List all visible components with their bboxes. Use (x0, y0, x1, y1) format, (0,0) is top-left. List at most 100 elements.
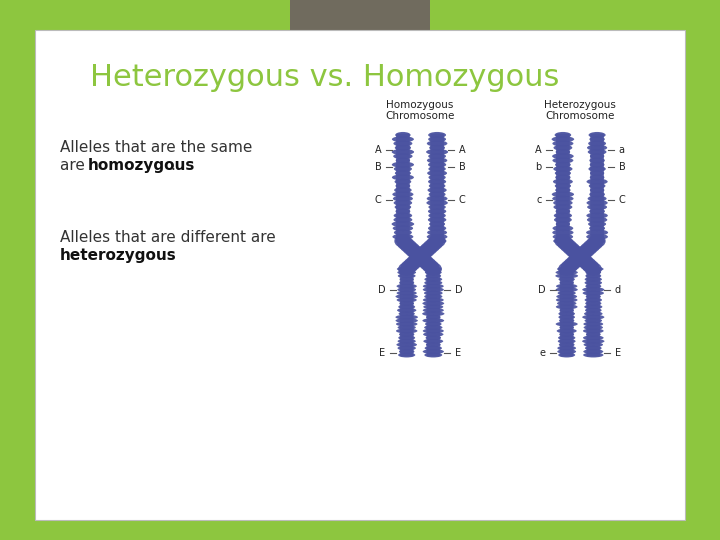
Ellipse shape (426, 335, 441, 340)
Ellipse shape (557, 346, 576, 350)
Ellipse shape (400, 239, 417, 253)
Ellipse shape (398, 335, 415, 340)
Text: B: B (618, 162, 625, 172)
Ellipse shape (423, 308, 444, 313)
Ellipse shape (394, 200, 412, 206)
Ellipse shape (425, 270, 441, 275)
Ellipse shape (559, 325, 574, 330)
Ellipse shape (393, 153, 413, 159)
Ellipse shape (552, 136, 574, 143)
Ellipse shape (590, 157, 605, 164)
Ellipse shape (559, 308, 574, 313)
Ellipse shape (588, 132, 606, 138)
Ellipse shape (586, 332, 600, 337)
Text: B: B (459, 162, 465, 172)
Ellipse shape (590, 174, 604, 180)
Ellipse shape (559, 311, 575, 316)
Ellipse shape (395, 208, 410, 214)
Text: A: A (459, 145, 465, 155)
Ellipse shape (553, 234, 573, 240)
Ellipse shape (582, 287, 604, 292)
FancyBboxPatch shape (587, 267, 600, 356)
Ellipse shape (582, 260, 599, 273)
Text: heterozygous: heterozygous (60, 248, 176, 263)
Ellipse shape (397, 291, 417, 295)
Ellipse shape (392, 136, 414, 143)
Ellipse shape (583, 349, 603, 354)
Ellipse shape (395, 294, 418, 299)
Ellipse shape (575, 247, 592, 260)
Ellipse shape (571, 249, 588, 263)
Ellipse shape (423, 328, 444, 333)
Ellipse shape (395, 238, 410, 244)
Ellipse shape (427, 234, 447, 240)
Ellipse shape (404, 257, 420, 271)
Ellipse shape (555, 187, 570, 193)
Ellipse shape (552, 225, 573, 231)
Ellipse shape (559, 315, 575, 320)
Ellipse shape (392, 191, 413, 198)
Ellipse shape (589, 208, 605, 214)
Text: .: . (147, 248, 152, 263)
Ellipse shape (580, 242, 598, 255)
Ellipse shape (411, 249, 428, 263)
Ellipse shape (556, 270, 578, 275)
Ellipse shape (400, 277, 414, 282)
Ellipse shape (588, 166, 606, 172)
Ellipse shape (585, 346, 602, 350)
Text: D: D (538, 285, 545, 295)
Text: are: are (60, 158, 90, 173)
Ellipse shape (405, 245, 423, 258)
Ellipse shape (425, 262, 442, 275)
Ellipse shape (554, 204, 572, 210)
Ellipse shape (572, 249, 589, 263)
Ellipse shape (589, 238, 605, 244)
Ellipse shape (395, 315, 418, 320)
Ellipse shape (428, 234, 446, 248)
Ellipse shape (585, 318, 602, 323)
Ellipse shape (399, 332, 415, 337)
Ellipse shape (555, 174, 570, 180)
Ellipse shape (397, 284, 417, 289)
Text: Heterozygous vs. Homozygous: Heterozygous vs. Homozygous (90, 63, 559, 92)
Ellipse shape (418, 245, 435, 258)
Ellipse shape (585, 294, 601, 299)
Ellipse shape (567, 255, 583, 268)
Ellipse shape (425, 267, 442, 272)
Ellipse shape (397, 267, 417, 272)
Ellipse shape (557, 267, 576, 272)
Ellipse shape (392, 221, 414, 227)
Ellipse shape (559, 318, 575, 323)
Text: e: e (539, 348, 545, 358)
Text: E: E (379, 348, 385, 358)
Ellipse shape (428, 238, 446, 244)
Ellipse shape (556, 321, 577, 327)
Ellipse shape (556, 287, 577, 292)
Ellipse shape (395, 183, 410, 189)
Ellipse shape (423, 318, 444, 323)
Ellipse shape (423, 284, 444, 289)
Ellipse shape (423, 332, 444, 337)
FancyBboxPatch shape (400, 267, 413, 356)
Ellipse shape (420, 242, 437, 255)
Ellipse shape (428, 213, 446, 219)
Ellipse shape (429, 145, 445, 151)
Text: Chromosome: Chromosome (545, 111, 615, 121)
Ellipse shape (428, 187, 446, 193)
Ellipse shape (426, 342, 441, 347)
Ellipse shape (424, 291, 443, 295)
Ellipse shape (428, 225, 446, 231)
Ellipse shape (428, 161, 446, 168)
Ellipse shape (393, 140, 413, 146)
Ellipse shape (395, 234, 411, 248)
Ellipse shape (424, 325, 443, 330)
Ellipse shape (582, 291, 604, 295)
Ellipse shape (560, 239, 577, 253)
Ellipse shape (412, 249, 429, 263)
Ellipse shape (556, 284, 577, 289)
Ellipse shape (429, 221, 445, 227)
Text: A: A (375, 145, 382, 155)
Text: Homozygous: Homozygous (387, 100, 454, 110)
Text: homozygous: homozygous (88, 158, 195, 173)
Ellipse shape (397, 308, 416, 313)
